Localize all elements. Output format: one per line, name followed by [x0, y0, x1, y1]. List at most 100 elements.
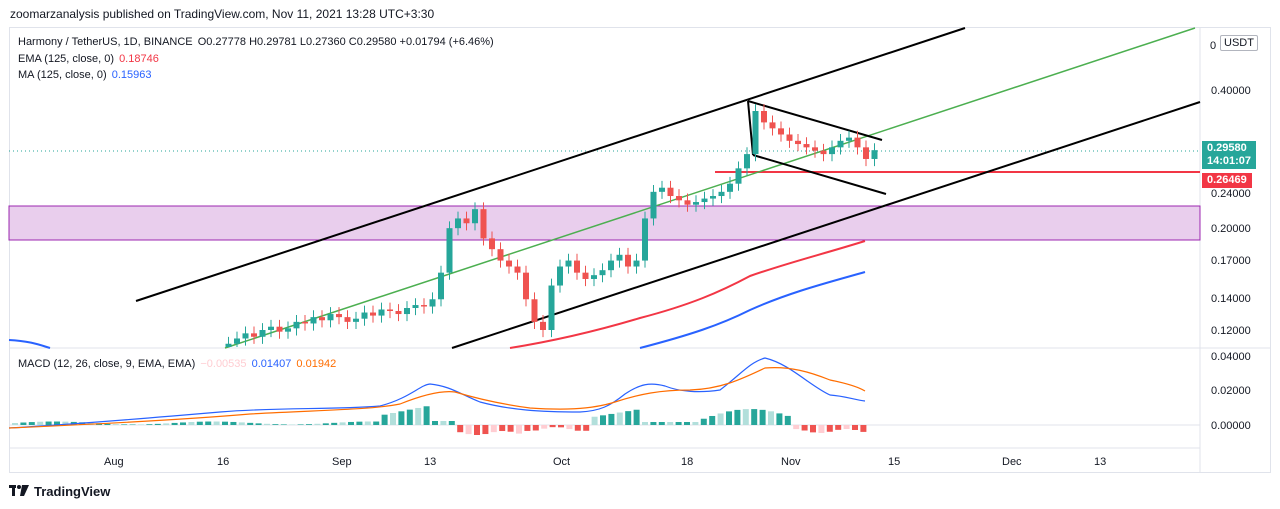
candle-body — [761, 111, 767, 123]
macd-bar — [440, 421, 447, 425]
ma-line-left — [8, 339, 51, 349]
ma-line — [639, 271, 866, 349]
symbol-legend[interactable]: Harmony / TetherUS, 1D, BINANCE O0.27778… — [18, 36, 496, 48]
candle-body — [769, 122, 776, 129]
macd-bar — [759, 409, 766, 425]
channel-midline — [224, 27, 1196, 349]
macd-bar — [381, 414, 388, 425]
macd-bar — [810, 425, 816, 433]
macd-bar — [180, 422, 186, 425]
candle-body — [421, 305, 427, 307]
ema-label: EMA (125, close, 0) — [18, 53, 114, 65]
macd-bar — [658, 422, 665, 425]
candle-body — [795, 140, 801, 145]
candle-body — [684, 200, 691, 205]
currency-button[interactable]: USDT — [1220, 35, 1258, 51]
time-tick-18: 18 — [681, 456, 693, 468]
macd-bar — [625, 411, 632, 425]
candle-body — [693, 202, 699, 205]
candle-body — [752, 111, 759, 155]
candle-body — [395, 311, 402, 315]
candle-body — [786, 134, 793, 141]
macd-bar — [583, 425, 590, 431]
macd-bar — [154, 423, 161, 425]
macd-bar — [650, 422, 657, 425]
candle-body — [667, 187, 674, 197]
candle-body — [310, 317, 317, 324]
candle-body — [497, 249, 504, 261]
macd-bar — [667, 422, 674, 425]
tv-brand-name: TradingView — [34, 484, 111, 499]
candle-body — [854, 137, 861, 148]
macd-bar — [398, 411, 405, 425]
chart-frame — [9, 27, 1271, 473]
macd-bar — [549, 425, 556, 428]
macd-histogram — [12, 406, 867, 435]
macd-hist-value: −0.00535 — [200, 358, 247, 370]
macd-bar — [717, 413, 724, 425]
candle-body — [871, 150, 878, 159]
macd-bar — [406, 409, 413, 425]
macd-bar — [726, 411, 732, 425]
macd-bar — [591, 416, 598, 425]
macd-bar — [600, 415, 606, 425]
macd-bar — [20, 422, 27, 425]
macd-bar — [104, 423, 111, 425]
candle-body — [710, 196, 716, 199]
macd-bar — [196, 421, 203, 425]
macd-line — [8, 357, 866, 429]
candle-body — [234, 338, 240, 344]
ma-legend[interactable]: MA (125, close, 0) 0.15963 — [18, 69, 153, 81]
candle-body — [608, 260, 614, 271]
macd-bar — [642, 422, 648, 425]
candle-body — [625, 254, 631, 267]
macd-bar — [751, 409, 758, 425]
macd-bar — [272, 424, 279, 425]
candle-body — [514, 266, 521, 273]
macd-bar — [835, 425, 842, 430]
tradingview-logo[interactable]: TradingView — [9, 484, 110, 499]
candle-body — [446, 228, 453, 273]
ema-line — [509, 240, 866, 349]
macd-bar — [297, 424, 304, 425]
candle-body — [293, 321, 300, 329]
candle-body — [565, 260, 572, 267]
macd-bar — [255, 423, 262, 425]
time-tick-aug: Aug — [104, 456, 124, 468]
candle-body — [582, 272, 589, 279]
current-price-tag: 0.29580 14:01:07 — [1202, 141, 1257, 169]
candle-body — [829, 147, 835, 155]
macd-bar — [146, 424, 153, 425]
candle-body — [480, 209, 487, 239]
price-tick-5: 0.14000 — [1211, 293, 1251, 305]
macd-bar — [188, 422, 195, 425]
candle-body — [812, 147, 818, 151]
macd-bar — [860, 425, 867, 432]
candle-body — [387, 309, 393, 312]
macd-legend[interactable]: MACD (12, 26, close, 9, EMA, EMA) −0.005… — [18, 358, 338, 370]
macd-bar — [818, 425, 825, 433]
ema-legend[interactable]: EMA (125, close, 0) 0.18746 — [18, 53, 161, 65]
macd-bar — [322, 423, 329, 425]
macd-bar — [684, 422, 690, 425]
macd-bar — [742, 409, 749, 425]
price-tick-1: 0.40000 — [1211, 85, 1251, 97]
macd-bar — [616, 412, 623, 425]
macd-bar — [37, 421, 44, 425]
candle-body — [820, 150, 827, 155]
macd-tick-1: 0.04000 — [1211, 351, 1251, 363]
candle-body — [735, 168, 742, 184]
macd-bar — [843, 425, 850, 430]
macd-bar — [62, 421, 69, 425]
time-tick-nov: Nov — [781, 456, 801, 468]
macd-bar — [793, 425, 800, 430]
macd-bar — [768, 411, 774, 425]
macd-bar — [213, 421, 220, 425]
candle-body — [336, 314, 342, 318]
macd-tick-2: 0.02000 — [1211, 385, 1251, 397]
macd-bar — [163, 423, 170, 425]
time-tick-dec: Dec — [1002, 456, 1022, 468]
candle-body — [361, 312, 368, 319]
macd-bar — [734, 409, 741, 425]
